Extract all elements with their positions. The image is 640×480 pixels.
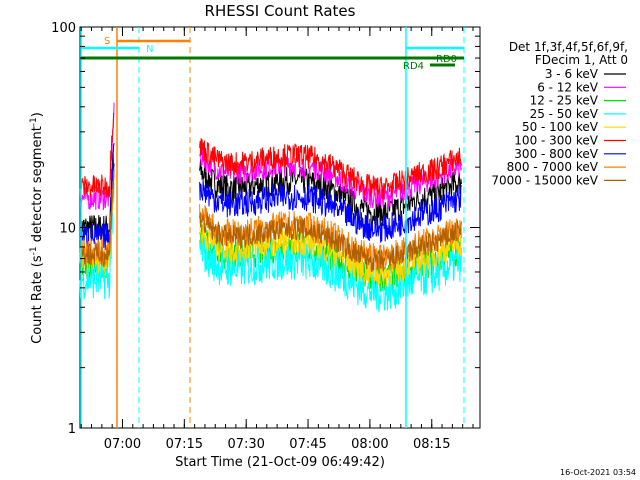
- series-line-8: [199, 211, 462, 272]
- legend-label-6: 300 - 800 keV: [514, 147, 598, 161]
- legend-label-1: 6 - 12 keV: [537, 80, 599, 94]
- legend: Det 1f,3f,4f,5f,6f,9f, FDecim 1, Att 0 3…: [491, 40, 628, 187]
- annotation-s: S: [104, 36, 110, 47]
- legend-label-2: 12 - 25 keV: [530, 94, 599, 108]
- series-line-3: [79, 182, 115, 300]
- x-tick-label: 08:15: [413, 437, 450, 452]
- series-line-6: [79, 153, 115, 251]
- x-axis-label: Start Time (21-Oct-09 06:49:42): [175, 455, 385, 470]
- series-line-5: [199, 138, 462, 200]
- annotation-n: N: [146, 44, 153, 55]
- x-tick-label: 07:45: [289, 437, 326, 452]
- legend-label-0: 3 - 6 keV: [545, 67, 599, 81]
- y-axis: 1 10 100: [51, 21, 480, 437]
- y-axis-label: Count Rate (s-1 detector segment-1): [29, 112, 45, 344]
- legend-title-1: Det 1f,3f,4f,5f,6f,9f,: [509, 40, 628, 54]
- x-axis: 07:00 07:15 07:30 07:45 08:00 08:15: [80, 27, 474, 452]
- x-tick-label: 07:15: [166, 437, 203, 452]
- y-tick-label: 100: [51, 21, 76, 36]
- legend-label-8: 7000 - 15000 keV: [491, 173, 598, 187]
- x-tick-label: 07:00: [104, 437, 141, 452]
- y-axis-label-end: ): [30, 112, 45, 117]
- series-line-0: [199, 159, 462, 227]
- y-axis-label-mid: detector segment: [30, 126, 45, 246]
- series-line-8: [79, 169, 115, 268]
- series-line-6: [199, 179, 462, 243]
- y-tick-label: 10: [59, 222, 76, 237]
- x-tick-label: 07:30: [227, 437, 264, 452]
- annotation-rd0: RD0: [436, 54, 457, 65]
- series-line-5: [79, 112, 115, 198]
- legend-label-3: 25 - 50 keV: [530, 107, 599, 121]
- footer-timestamp: 16-Oct-2021 03:54: [560, 468, 636, 477]
- legend-title-2: FDecim 1, Att 0: [535, 53, 628, 67]
- y-tick-label: 1: [68, 422, 76, 437]
- series-layer: [79, 102, 462, 312]
- series-line-7: [79, 171, 115, 266]
- legend-label-7: 800 - 7000 keV: [507, 160, 599, 174]
- y-axis-label-sup2: -1: [29, 117, 39, 126]
- y-axis-label-main: Count Rate (s: [30, 255, 45, 344]
- legend-label-5: 100 - 300 keV: [514, 134, 598, 148]
- x-tick-label: 08:00: [351, 437, 388, 452]
- y-axis-label-sup1: -1: [29, 246, 39, 255]
- annotation-rd4: RD4: [403, 61, 424, 72]
- chart-title: RHESSI Count Rates: [205, 2, 356, 20]
- legend-label-4: 50 - 100 keV: [522, 120, 599, 134]
